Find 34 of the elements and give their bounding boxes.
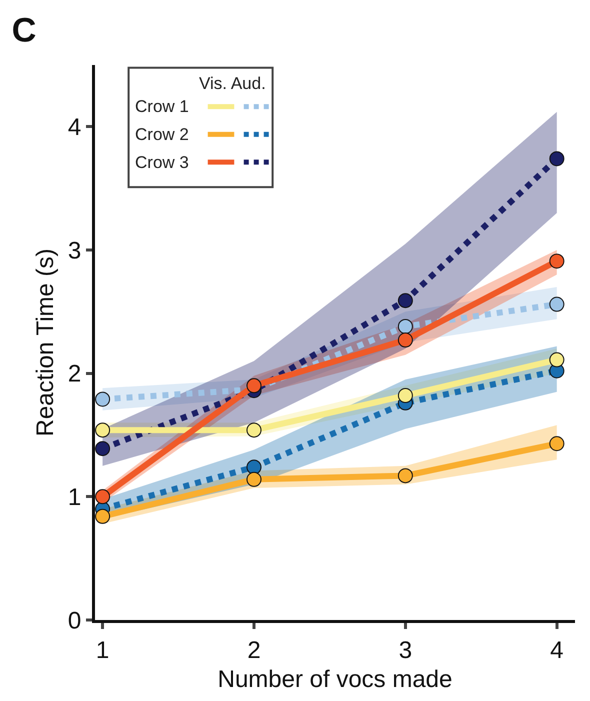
chart-title: C [12,11,36,50]
point [549,352,564,368]
legend-label: Crow 3 [135,153,189,172]
x-tick-label: 1 [96,636,110,664]
y-tick-label: 0 [68,607,82,634]
point [95,508,110,524]
x-tick-label: 4 [550,636,564,664]
point [246,378,262,394]
y-tick-label: 2 [68,360,82,388]
legend-title: Vis. Aud. [199,74,266,93]
y-axis-title: Reaction Time (s) [32,248,59,437]
point [549,254,564,269]
y-tick-label: 3 [68,237,82,264]
point [398,332,413,348]
legend-label: Crow 2 [135,125,189,144]
y-tick-label: 4 [68,114,82,142]
point [549,151,564,166]
y-tick-label: 1 [68,484,82,512]
legend-label: Crow 1 [135,97,189,116]
point [549,296,564,312]
x-axis-title: Number of vocs made [218,666,452,694]
point [549,436,564,452]
x-tick-label: 2 [247,636,261,664]
point [95,392,110,407]
point [246,472,262,487]
point [246,422,262,438]
point [398,468,413,484]
point [398,318,413,334]
point [246,460,262,475]
point [398,293,413,308]
point [95,441,110,456]
x-tick-label: 3 [398,636,412,664]
point [95,422,110,438]
point [398,388,413,404]
